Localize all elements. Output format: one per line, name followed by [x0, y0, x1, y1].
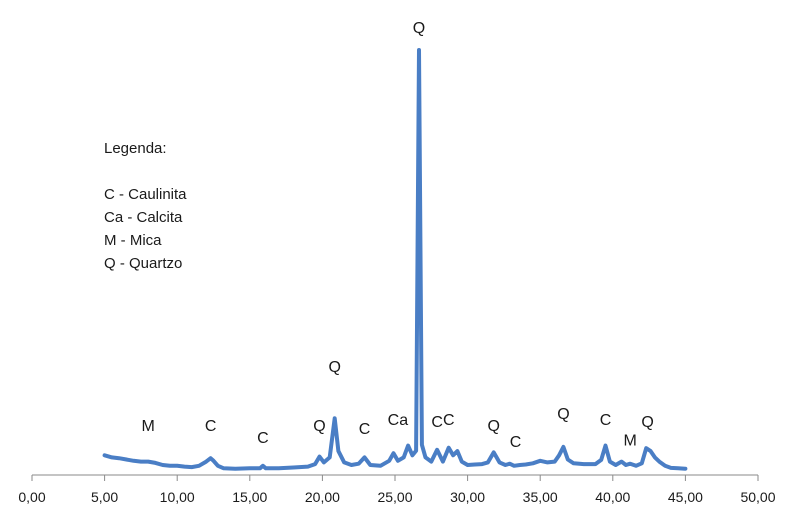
peak-label: Ca: [388, 412, 409, 429]
x-tick-label: 30,00: [450, 489, 485, 505]
peak-label: C: [431, 414, 443, 431]
peak-label: C: [600, 412, 612, 429]
x-tick-label: 50,00: [740, 489, 775, 505]
peak-label: Q: [329, 359, 341, 376]
x-tick-label: 25,00: [377, 489, 412, 505]
x-tick-label: 10,00: [160, 489, 195, 505]
peak-label: C: [257, 430, 269, 447]
peak-label: M: [624, 433, 637, 450]
peak-label: Q: [641, 414, 653, 431]
x-tick-label: 45,00: [668, 489, 703, 505]
legend-title: Legenda:: [104, 140, 167, 157]
peak-label: C: [443, 412, 455, 429]
legend-item-mica: M - Mica: [104, 232, 162, 249]
peak-label: Q: [557, 406, 569, 423]
x-tick-label: 40,00: [595, 489, 630, 505]
peak-label: C: [510, 434, 522, 451]
legend-item-calcita: Ca - Calcita: [104, 209, 183, 226]
series-line: [102, 48, 688, 471]
x-tick-label: 15,00: [232, 489, 267, 505]
peak-label: Q: [488, 418, 500, 435]
x-axis-ticks: [31, 475, 759, 481]
x-tick-label: 0,00: [18, 489, 45, 505]
peak-label: M: [141, 418, 154, 435]
legend-spacer: [104, 160, 187, 183]
peak-label: Q: [313, 418, 325, 435]
x-axis-tick-labels: 0,00 5,00 10,00 15,00 20,00 25,00 30,00 35,00 40…: [18, 489, 775, 505]
peak-label: Q: [413, 20, 425, 37]
x-tick-label: 5,00: [91, 489, 118, 505]
legend-item-caulinita: C - Caulinita: [104, 186, 187, 203]
peak-label: C: [359, 421, 371, 438]
peak-label: C: [205, 418, 217, 435]
legend: Legenda: C - Caulinita Ca - Calcita M - …: [104, 137, 187, 275]
x-tick-label: 20,00: [305, 489, 340, 505]
legend-item-quartzo: Q - Quartzo: [104, 255, 183, 272]
x-tick-label: 35,00: [523, 489, 558, 505]
